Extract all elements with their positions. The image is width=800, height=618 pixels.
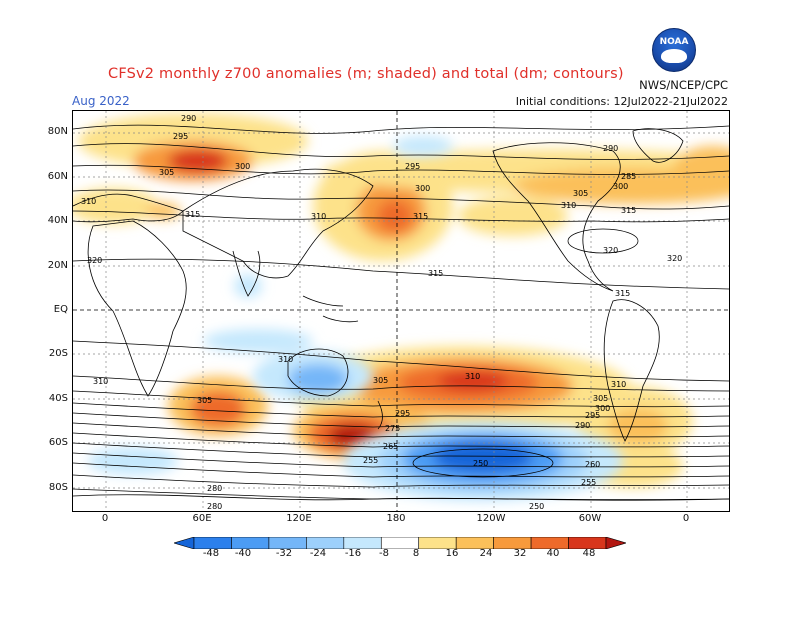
contour-label: 300 [235, 162, 250, 171]
contour-label: 260 [585, 460, 600, 469]
equator-dateline [73, 111, 729, 511]
contour-label: 310 [81, 197, 96, 206]
lon-label: 180 [386, 513, 406, 524]
lat-label: 20S [48, 348, 68, 359]
contour-label: 320 [667, 254, 682, 263]
contour-label: 300 [595, 404, 610, 413]
contour-label: 310 [93, 377, 108, 386]
contour-label: 295 [173, 132, 188, 141]
contour-label: 315 [621, 206, 636, 215]
contour-label: 315 [615, 289, 630, 298]
lon-label: 0 [101, 513, 109, 524]
colorbar-cell [605, 537, 626, 549]
contour-label: 310 [465, 372, 480, 381]
contour-label: 310 [561, 201, 576, 210]
height-contours [73, 124, 729, 500]
contour-label: 255 [363, 456, 378, 465]
contour-label: 305 [593, 394, 608, 403]
contour-label: 290 [181, 114, 196, 123]
colorbar-label: 8 [412, 548, 420, 559]
anomaly-map: 290 295 300 305 310 315 320 315 315 310 … [72, 110, 730, 512]
colorbar-label: -32 [275, 548, 293, 559]
lat-label: 20N [47, 260, 68, 271]
contour-label: 275 [385, 424, 400, 433]
contour-label: 320 [603, 246, 618, 255]
lat-label: 80S [48, 482, 68, 493]
contour-label: 290 [575, 421, 590, 430]
colorbar-cell [174, 537, 195, 549]
logo-text: NOAA [659, 37, 689, 47]
lon-label: 60E [192, 513, 212, 524]
contour-label: 255 [581, 478, 596, 487]
contour-label: 315 [428, 269, 443, 278]
colorbar-label: 32 [513, 548, 527, 559]
contour-label: 305 [159, 168, 174, 177]
negative-anomaly-shading [88, 136, 623, 501]
contour-label: 295 [395, 409, 410, 418]
contour-label: 280 [207, 502, 222, 511]
contour-label: 315 [413, 212, 428, 221]
colorbar-label: 16 [445, 548, 459, 559]
lat-label: 60S [48, 437, 68, 448]
lat-label: 40S [48, 393, 68, 404]
colorbar-label: 48 [582, 548, 596, 559]
agency-label: NWS/NCEP/CPC [637, 78, 728, 92]
lon-label: 120W [476, 513, 506, 524]
contour-label: 295 [585, 411, 600, 420]
contour-labels: 290 295 300 305 310 315 320 315 315 310 … [81, 114, 682, 511]
colorbar-label: -40 [234, 548, 252, 559]
colorbar [174, 537, 626, 549]
lat-label: 60N [47, 171, 68, 182]
lon-label: 60W [578, 513, 602, 524]
lat-label: 40N [47, 215, 68, 226]
colorbar-label: 24 [479, 548, 493, 559]
lon-label: 120E [286, 513, 312, 524]
initial-conditions: Initial conditions: 12Jul2022-21Jul2022 [515, 95, 728, 108]
colorbar-label: -16 [344, 548, 362, 559]
logo-gull-shape [661, 49, 687, 63]
contour-label: 305 [373, 376, 388, 385]
contour-label: 305 [197, 396, 212, 405]
contour-label: 320 [87, 256, 102, 265]
colorbar-label: -8 [379, 548, 389, 559]
contour-label: 305 [573, 189, 588, 198]
contour-label: 300 [613, 182, 628, 191]
contour-label: 250 [473, 459, 488, 468]
graticule-lines [73, 111, 729, 511]
contour-label: 310 [278, 355, 293, 364]
colorbar-label: 40 [546, 548, 560, 559]
colorbar-label: -24 [309, 548, 327, 559]
contour-label: 250 [529, 502, 544, 511]
contour-label: 310 [311, 212, 326, 221]
positive-anomaly-shading [73, 113, 729, 488]
contour-label: 315 [185, 210, 200, 219]
chart-title: CFSv2 monthly z700 anomalies (m; shaded)… [108, 66, 624, 82]
noaa-logo-icon: NOAA [652, 28, 696, 72]
contour-label: 285 [621, 172, 636, 181]
lon-label: 0 [682, 513, 690, 524]
colorbar-label: -48 [202, 548, 220, 559]
contour-label: 295 [405, 162, 420, 171]
contour-label: 290 [603, 144, 618, 153]
lat-label: 80N [47, 126, 68, 137]
contour-label: 280 [207, 484, 222, 493]
lat-label: EQ [53, 304, 68, 315]
contour-label: 310 [611, 380, 626, 389]
forecast-period: Aug 2022 [72, 94, 130, 108]
contour-label: 300 [415, 184, 430, 193]
contour-label: 265 [383, 442, 398, 451]
map-svg: 290 295 300 305 310 315 320 315 315 310 … [73, 111, 729, 511]
